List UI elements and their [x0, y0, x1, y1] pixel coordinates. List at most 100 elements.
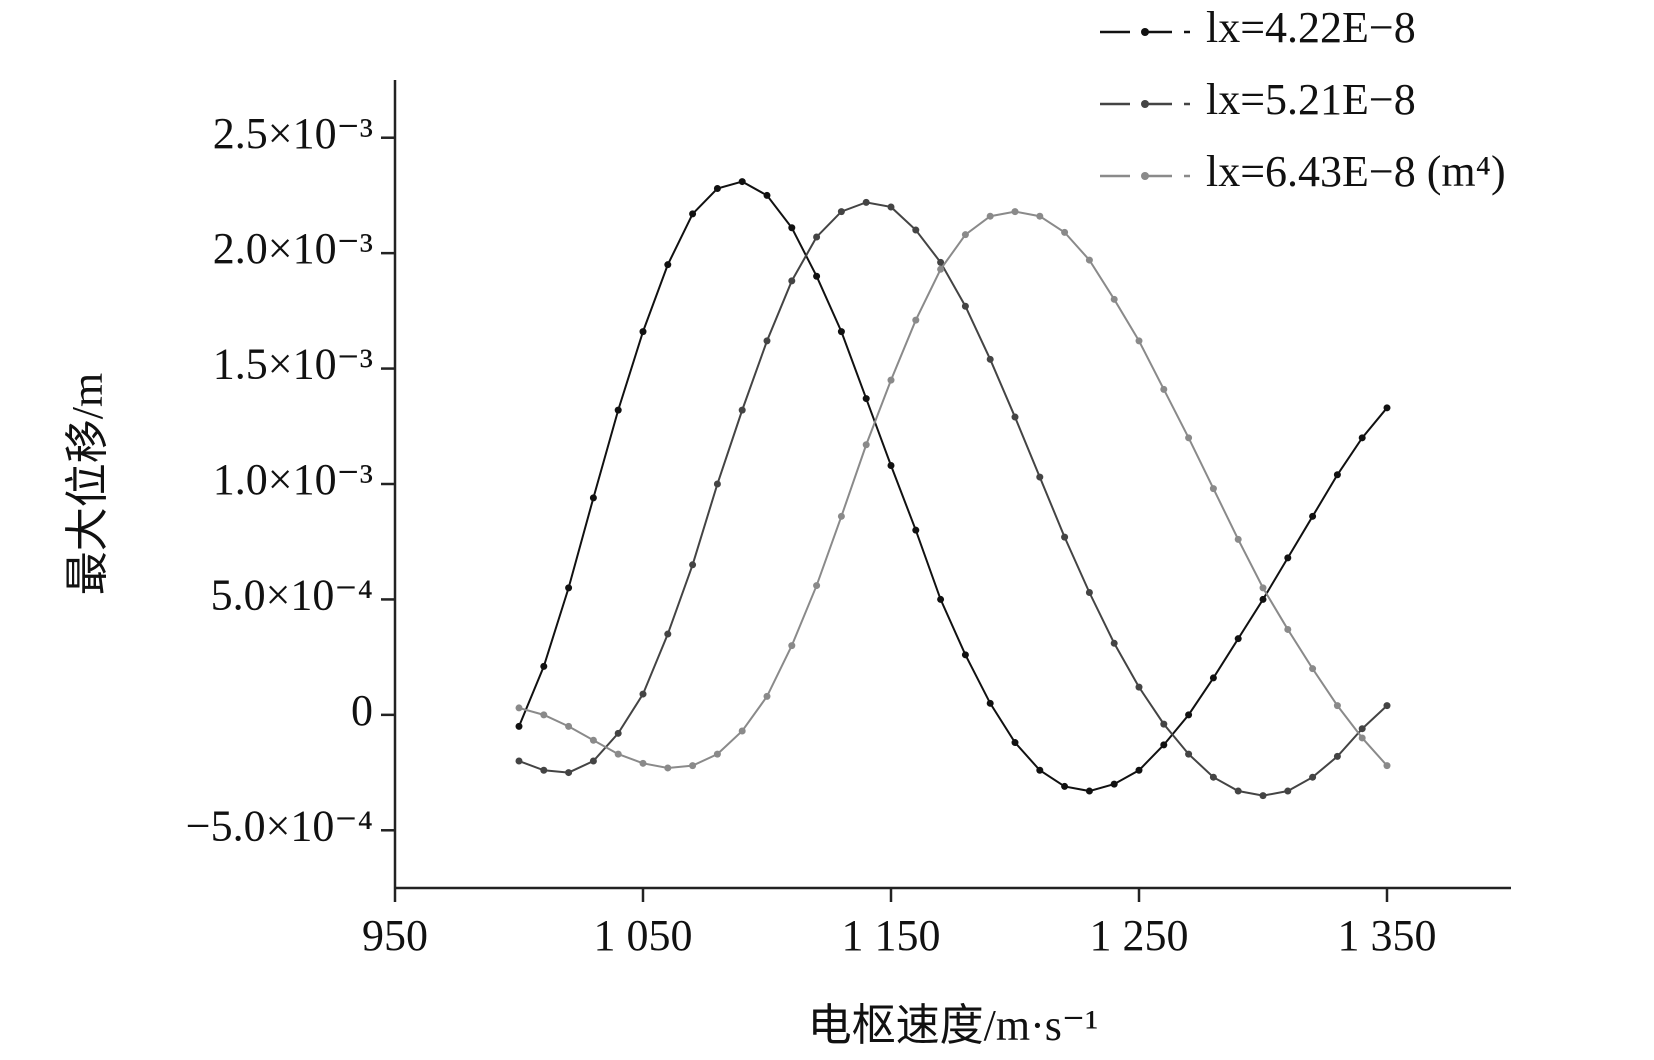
data-point — [837, 328, 845, 336]
y-tick-label: −5.0×10⁻⁴ — [186, 801, 373, 850]
data-point — [689, 210, 697, 218]
data-point — [713, 185, 721, 193]
x-tick-label: 950 — [362, 911, 428, 960]
data-point — [937, 265, 945, 273]
data-point — [813, 582, 821, 590]
x-tick-label: 1 150 — [842, 911, 941, 960]
data-point — [738, 406, 746, 414]
data-point — [1160, 385, 1168, 393]
data-point — [1234, 635, 1242, 643]
data-point — [689, 561, 697, 569]
series-line — [518, 210, 1388, 769]
data-point — [713, 480, 721, 488]
data-point — [1309, 665, 1317, 673]
data-point — [664, 630, 672, 638]
data-point — [887, 376, 895, 384]
legend-marker — [1141, 172, 1149, 180]
data-point — [862, 395, 870, 403]
data-point — [862, 441, 870, 449]
data-point — [1259, 792, 1267, 800]
data-point — [1209, 485, 1217, 493]
data-point — [614, 729, 622, 737]
x-tick-label: 1 250 — [1090, 911, 1189, 960]
data-point — [689, 762, 697, 770]
data-point — [515, 722, 523, 730]
y-tick-label: 1.0×10⁻³ — [213, 455, 373, 504]
data-point — [1011, 208, 1019, 216]
data-point — [1333, 702, 1341, 710]
data-point — [1110, 639, 1118, 647]
data-point — [540, 711, 548, 719]
data-point — [1061, 533, 1069, 541]
data-point — [664, 764, 672, 772]
y-tick-label: 2.0×10⁻³ — [213, 224, 373, 273]
data-point — [1333, 471, 1341, 479]
data-point — [540, 662, 548, 670]
data-point — [664, 261, 672, 269]
data-point — [565, 722, 573, 730]
x-axis-title: 电枢速度/m·s⁻¹ — [808, 1001, 1099, 1050]
data-point — [1061, 782, 1069, 790]
legend-label: lx=6.43E−8 (m⁴) — [1206, 147, 1506, 196]
legend-label: lx=4.22E−8 — [1206, 3, 1416, 52]
data-point — [1036, 212, 1044, 220]
data-point — [738, 178, 746, 186]
data-point — [1209, 773, 1217, 781]
data-point — [1160, 720, 1168, 728]
data-point — [763, 337, 771, 345]
y-tick-label: 1.5×10⁻³ — [213, 340, 373, 389]
legend-marker — [1141, 28, 1149, 36]
data-point — [1085, 256, 1093, 264]
data-point — [788, 277, 796, 285]
series-line — [518, 201, 1388, 797]
data-point — [540, 766, 548, 774]
data-point — [639, 690, 647, 698]
data-point — [1185, 711, 1193, 719]
data-point — [713, 750, 721, 758]
data-point — [1234, 535, 1242, 543]
data-point — [1110, 780, 1118, 788]
data-point — [862, 198, 870, 206]
data-point — [961, 231, 969, 239]
data-point — [1061, 228, 1069, 236]
data-point — [1160, 741, 1168, 749]
data-point — [912, 226, 920, 234]
data-point — [565, 584, 573, 592]
data-point — [1209, 674, 1217, 682]
data-point — [912, 316, 920, 324]
data-point — [1085, 589, 1093, 597]
y-tick-label: 2.5×10⁻³ — [213, 109, 373, 158]
y-tick-label: 5.0×10⁻⁴ — [211, 571, 373, 620]
data-point — [937, 595, 945, 603]
data-point — [1185, 750, 1193, 758]
data-point — [1284, 554, 1292, 562]
data-point — [986, 699, 994, 707]
data-point — [1358, 734, 1366, 742]
data-point — [1135, 337, 1143, 345]
data-point — [1358, 434, 1366, 442]
legend-label: lx=5.21E−8 — [1206, 75, 1416, 124]
series-line — [518, 180, 1388, 793]
data-point — [639, 759, 647, 767]
data-point — [1383, 702, 1391, 710]
data-point — [788, 224, 796, 232]
data-point — [1383, 762, 1391, 770]
data-point — [1135, 766, 1143, 774]
data-point — [986, 355, 994, 363]
data-point — [1333, 752, 1341, 760]
data-point — [813, 272, 821, 280]
data-point — [515, 704, 523, 712]
data-point — [639, 328, 647, 336]
data-point — [589, 494, 597, 502]
data-point — [1135, 683, 1143, 691]
data-point — [1085, 787, 1093, 795]
data-point — [1011, 413, 1019, 421]
data-point — [614, 750, 622, 758]
data-point — [887, 203, 895, 211]
data-point — [1234, 787, 1242, 795]
data-point — [986, 212, 994, 220]
data-point — [837, 512, 845, 520]
data-point — [565, 769, 573, 777]
data-point — [1309, 512, 1317, 520]
